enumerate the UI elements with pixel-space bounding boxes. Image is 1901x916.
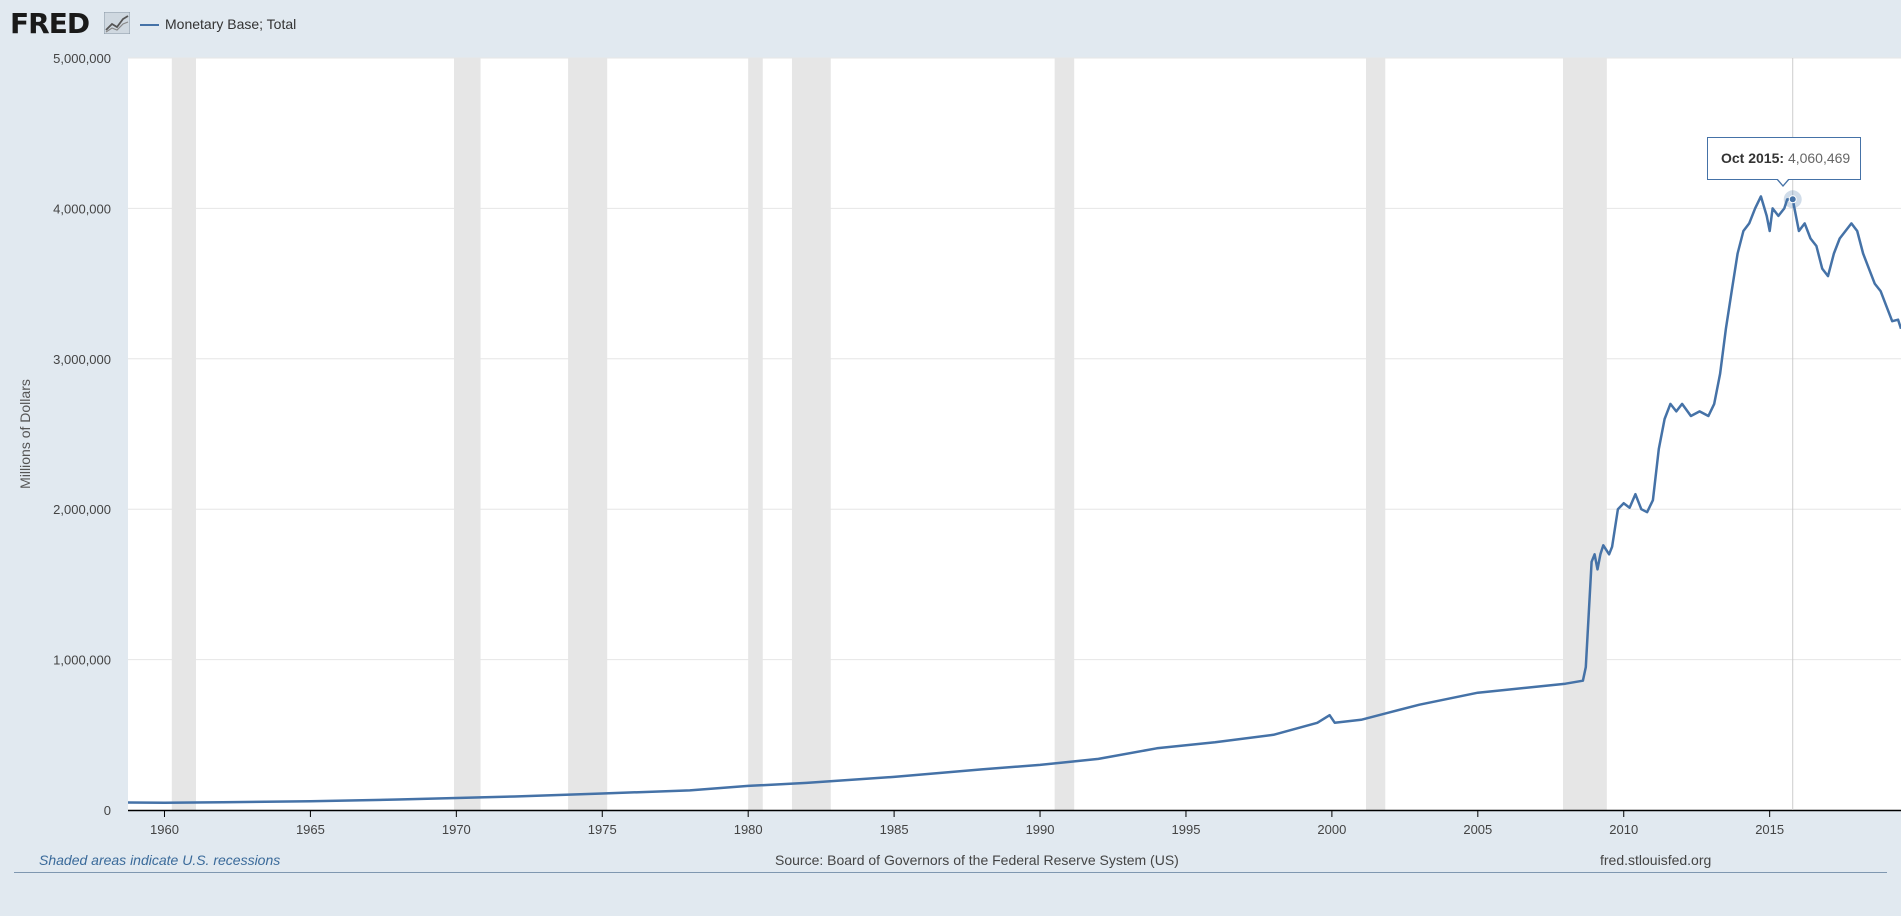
tooltip-label: Oct 2015: xyxy=(1721,150,1785,166)
tooltip: Oct 2015: 4,060,469 xyxy=(1707,137,1861,180)
recession-band-6 xyxy=(1366,58,1386,810)
recession-band-2 xyxy=(568,58,608,810)
recession-band-3 xyxy=(748,58,763,810)
recession-band-1 xyxy=(453,58,481,810)
x-tick-label: 1980 xyxy=(734,822,763,837)
y-tick-label: 5,000,000 xyxy=(53,51,111,66)
y-tick-label: 0 xyxy=(104,803,111,818)
y-tick-label: 3,000,000 xyxy=(53,352,111,367)
y-axis-ticks: 0 1,000,000 2,000,000 3,000,000 4,000,000 5,0… xyxy=(53,51,111,818)
plot-area xyxy=(128,58,1901,810)
x-tick-label: 2000 xyxy=(1317,822,1346,837)
gridlines xyxy=(128,57,1901,661)
legend-swatch xyxy=(140,24,159,26)
x-tick-label: 1990 xyxy=(1026,822,1055,837)
x-tick-label: 2015 xyxy=(1755,822,1784,837)
chart[interactable]: 0 1,000,000 2,000,000 3,000,000 4,000,000 5,0… xyxy=(0,0,1901,840)
chart-line-icon xyxy=(104,12,130,34)
recession-note: Shaded areas indicate U.S. recessions xyxy=(39,852,281,868)
x-tick-label: 1995 xyxy=(1172,822,1201,837)
series-line-0[interactable] xyxy=(127,195,1901,805)
chart-header: FRED Monetary Base; Total xyxy=(0,0,1901,50)
x-tick-label: 1965 xyxy=(296,822,325,837)
site-link[interactable]: fred.stlouisfed.org xyxy=(1600,852,1712,868)
x-axis-ticks: 1960 1965 1970 1975 1980 1985 1990 1995 2000 2005… xyxy=(150,810,1784,837)
recession-band-4 xyxy=(791,58,831,810)
tooltip-value: 4,060,469 xyxy=(1787,150,1851,166)
chart-footer: Shaded areas indicate U.S. recessions So… xyxy=(0,840,1901,900)
recession-band-0 xyxy=(171,58,197,810)
y-axis-label: Millions of Dollars xyxy=(17,379,33,489)
series-layer xyxy=(127,58,1901,810)
x-tick-label: 1970 xyxy=(442,822,471,837)
x-tick-label: 1960 xyxy=(150,822,179,837)
recession-band-5 xyxy=(1054,58,1075,810)
footer-divider xyxy=(14,872,1887,873)
hover-point[interactable] xyxy=(1788,195,1797,204)
x-tick-label: 1985 xyxy=(880,822,909,837)
tooltip-tail-inner xyxy=(1777,178,1789,185)
x-tick-label: 2005 xyxy=(1463,822,1492,837)
x-tick-label: 2010 xyxy=(1609,822,1638,837)
y-tick-label: 2,000,000 xyxy=(53,502,111,517)
fred-logo[interactable]: FRED xyxy=(10,7,90,40)
legend-label: Monetary Base; Total xyxy=(165,16,297,32)
x-tick-label: 1975 xyxy=(588,822,617,837)
recession-band-7 xyxy=(1563,58,1607,810)
source-note: Source: Board of Governors of the Federa… xyxy=(775,852,1179,868)
y-tick-label: 4,000,000 xyxy=(53,201,111,216)
recession-bands xyxy=(171,58,1607,810)
y-tick-label: 1,000,000 xyxy=(53,653,111,668)
